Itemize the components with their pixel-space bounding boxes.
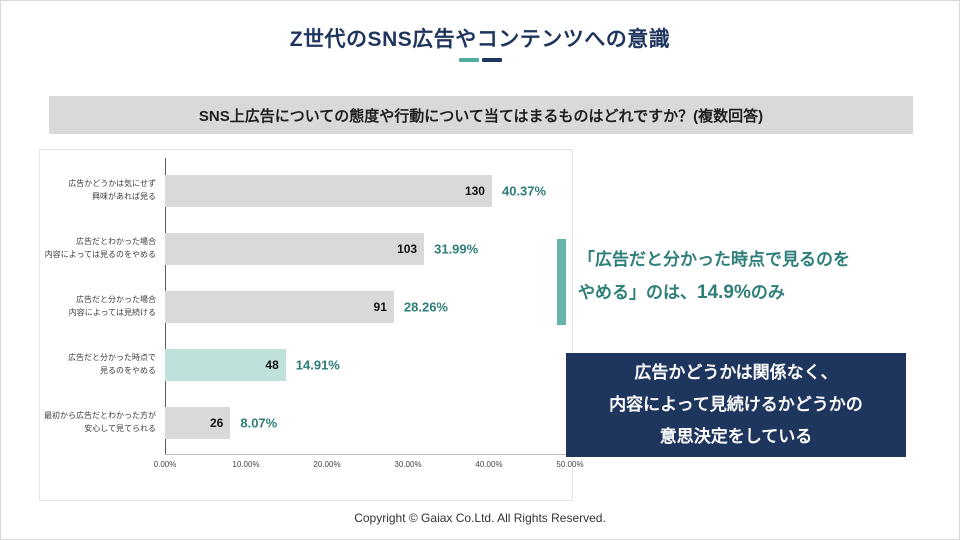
bar: 103 [165, 233, 425, 265]
annotation-line1: 「広告だと分かった時点で見るのを [578, 250, 850, 269]
chart-row: 広告だとわかった場合 内容によっては見るのをやめる 103 31.99% [40, 220, 572, 278]
x-axis-tick-label: 0.00% [153, 460, 177, 469]
x-axis-tick-label: 50.00% [556, 460, 584, 469]
bar-count-label: 26 [210, 416, 224, 430]
bar: 130 [165, 175, 492, 207]
chart-row: 広告だと分かった時点で 見るのをやめる 48 14.91% [40, 336, 572, 394]
bar-percent-label: 14.91% [295, 357, 340, 373]
x-axis-tick-label: 10.00% [232, 460, 260, 469]
title-underline [1, 58, 959, 62]
bar-label: 最初から広告だとわかった方が 安心して見てられる [44, 411, 156, 433]
question-banner: SNS上広告についての態度や行動について当てはまるものはどれですか？(複数回答) [49, 96, 913, 134]
callout-line: 広告かどうかは関係なく、 [634, 362, 838, 382]
annotation-line2-suffix: のみ [750, 283, 785, 303]
chart-row: 最初から広告だとわかった方が 安心して見てられる 26 8.07% [40, 394, 572, 452]
underline-teal-segment [458, 58, 479, 62]
bar-label: 広告だと分かった時点で 見るのをやめる [68, 353, 156, 375]
page-title: Z世代のSNS広告やコンテンツへの意識 [289, 28, 671, 51]
bar-count-label: 48 [265, 358, 279, 372]
annotation-accent-bar [557, 239, 566, 325]
x-axis-tick-label: 40.00% [475, 460, 503, 469]
bar-percent-label: 28.26% [403, 299, 448, 315]
x-axis-line [165, 454, 570, 455]
x-axis-ticks: 0.00% 10.00% 20.00% 30.00% 40.00% 50.00% [40, 460, 584, 474]
bar-count-label: 103 [397, 242, 418, 256]
copyright-footer: Copyright © Gaiax Co.Ltd. All Rights Res… [354, 511, 606, 525]
bar: 26 [165, 407, 231, 439]
callout-box: 広告かどうかは関係なく、 内容によって見続けるかどうかの 意思決定をしている [566, 353, 906, 457]
bar-count-label: 130 [464, 184, 485, 198]
bar: 91 [165, 291, 394, 323]
bar-percent-label: 31.99% [434, 241, 479, 257]
bar-label: 広告だとわかった場合 内容によっては見るのをやめる [44, 237, 156, 259]
bar-chart: 広告かどうかは気にせず 興味があれば見る 130 40.37% 広告だとわかった場合 内容… [39, 149, 584, 501]
question-text: SNS上広告についての態度や行動について当てはまるものはどれですか？(複数回答) [198, 107, 764, 125]
underline-navy-segment [481, 58, 502, 62]
callout-line: 内容によって見続けるかどうかの [609, 394, 863, 414]
chart-row: 広告だと分かった場合 内容によっては見続ける 91 28.26% [40, 278, 572, 336]
bar-percent-label: 8.07% [240, 415, 278, 431]
annotation-line2-prefix: やめる」のは、 [578, 283, 697, 303]
annotation-highlight-value: 14.9% [697, 282, 751, 304]
callout-line: 意思決定をしている [659, 427, 813, 447]
bar-label: 広告かどうかは気にせず 興味があれば見る [68, 179, 156, 201]
bar-count-label: 91 [373, 300, 387, 314]
bar-percent-label: 40.37% [501, 183, 547, 199]
x-axis-tick-label: 30.00% [394, 460, 422, 469]
bar-label: 広告だと分かった場合 内容によっては見続ける [68, 295, 156, 317]
annotation-text: 「広告だと分かった時点で見るのを やめる」のは、14.9%のみ [578, 244, 918, 311]
bar-highlighted: 48 [165, 349, 286, 381]
x-axis-tick-label: 20.00% [313, 460, 341, 469]
chart-row: 広告かどうかは気にせず 興味があれば見る 130 40.37% [40, 162, 572, 220]
